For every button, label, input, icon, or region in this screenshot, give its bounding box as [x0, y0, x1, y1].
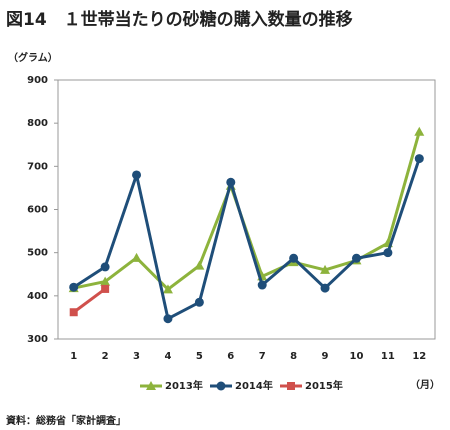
- point-marker: [194, 297, 204, 307]
- point-marker: [163, 314, 173, 324]
- legend-marker: [216, 381, 226, 391]
- legend-label: 2014年: [235, 379, 273, 392]
- chart-title: 図14 １世帯当たりの砂糖の購入数量の推移: [6, 9, 353, 30]
- point-marker: [320, 283, 330, 293]
- point-marker: [414, 126, 425, 136]
- point-marker: [351, 253, 361, 263]
- x-tick-label: 4: [164, 351, 171, 362]
- source-note: 資料：総務省「家計調査」: [6, 414, 126, 427]
- y-tick-label: 300: [27, 334, 48, 345]
- point-marker: [100, 262, 110, 272]
- x-tick-label: 3: [133, 351, 140, 362]
- legend-marker: [146, 381, 156, 390]
- point-marker: [101, 284, 110, 293]
- point-marker: [320, 264, 331, 274]
- point-marker: [69, 308, 78, 317]
- x-tick-label: 9: [322, 351, 329, 362]
- point-marker: [131, 252, 142, 262]
- x-tick-label: 11: [381, 351, 395, 362]
- point-marker: [100, 276, 111, 286]
- y-tick-label: 800: [27, 118, 48, 129]
- x-unit-label: （月）: [410, 378, 440, 391]
- plot-frame: [57, 79, 436, 340]
- series-line: [72, 287, 107, 314]
- y-tick-label: 700: [27, 161, 48, 172]
- point-marker: [289, 253, 299, 263]
- y-tick-label: 900: [27, 75, 48, 86]
- y-tick-label: 600: [27, 205, 48, 216]
- x-tick-label: 5: [196, 351, 203, 362]
- series-line: [72, 158, 421, 321]
- legend-label: 2015年: [305, 379, 343, 392]
- x-tick-label: 6: [227, 351, 234, 362]
- point-marker: [162, 284, 173, 294]
- point-marker: [414, 154, 424, 164]
- x-tick-label: 10: [349, 351, 363, 362]
- point-marker: [257, 280, 267, 290]
- y-tick-label: 500: [27, 248, 48, 259]
- x-tick-label: 1: [70, 351, 77, 362]
- point-marker: [226, 177, 236, 187]
- y-unit-label: （グラム）: [8, 51, 58, 64]
- legend-label: 2013年: [165, 379, 203, 392]
- x-tick-label: 12: [412, 351, 426, 362]
- point-marker: [194, 260, 205, 270]
- x-tick-label: 7: [259, 351, 266, 362]
- point-marker: [69, 282, 79, 292]
- point-marker: [383, 248, 393, 258]
- y-tick-label: 400: [27, 291, 48, 302]
- point-marker: [132, 170, 142, 180]
- x-tick-label: 8: [290, 351, 297, 362]
- legend-marker: [287, 382, 295, 390]
- x-tick-label: 2: [102, 351, 109, 362]
